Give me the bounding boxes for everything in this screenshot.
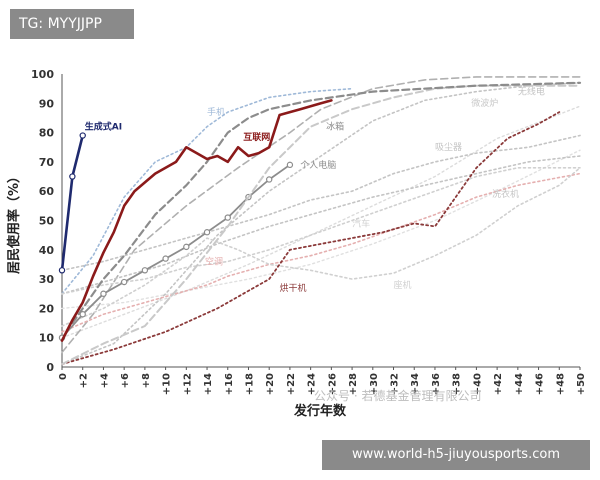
series-point [120, 278, 128, 286]
series-line-10 [61, 167, 581, 295]
series-point [79, 132, 86, 139]
x-tick-label: +22 [286, 373, 297, 395]
series-line-4 [71, 81, 582, 325]
x-axis-label: 发行年数 [293, 403, 347, 419]
series-line-0 [60, 134, 84, 272]
x-tick-label: +6 [120, 373, 131, 388]
y-tick-label: 80 [39, 127, 55, 140]
x-tick-label: 0 [58, 373, 69, 380]
x-tick-label: +48 [555, 373, 566, 395]
x-tick-label: +24 [307, 373, 318, 395]
series-label: 微波炉 [471, 97, 498, 109]
x-tick-label: +14 [203, 373, 214, 395]
x-tick-label: +36 [431, 373, 442, 395]
watermark-text: 公众号 · 若德基金管理有限公司 [314, 389, 482, 403]
series-label: 冰箱 [326, 121, 344, 133]
series-label: 吸尘器 [435, 142, 462, 153]
y-tick-label: 30 [39, 273, 55, 286]
series-line-unlabeled-6 [61, 76, 581, 354]
series-label: 无线电 [518, 86, 545, 98]
series-line-11 [61, 172, 581, 333]
x-tick-label: +18 [244, 373, 255, 395]
website-banner: www.world-h5-jiuyousports.com [322, 440, 590, 470]
y-tick-label: 10 [39, 332, 55, 345]
series-point [286, 161, 294, 169]
series-lines [58, 76, 582, 366]
series-label: 座机 [394, 279, 412, 291]
y-tick-label: 40 [39, 244, 55, 257]
series-line-13 [61, 167, 581, 327]
x-tick-label: +44 [514, 373, 525, 395]
series-point [69, 173, 76, 180]
x-tick-label: +16 [224, 373, 235, 395]
series-label: 生成式AI [85, 121, 122, 133]
y-tick-label: 20 [39, 302, 55, 315]
series-label: 洗衣机 [492, 188, 519, 200]
y-tick-label: 50 [39, 215, 55, 228]
x-tick-label: +46 [535, 373, 546, 395]
y-tick-label: 0 [46, 361, 54, 374]
tag-badge: TG: MYYJJPP [10, 9, 134, 39]
y-tick-label: 60 [39, 185, 55, 198]
x-tick-label: +12 [182, 373, 193, 395]
series-label: 个人电脑 [300, 159, 336, 171]
series-line-1 [60, 99, 333, 342]
plot-frame [61, 74, 580, 368]
series-point [100, 290, 107, 297]
y-tick-label: 90 [39, 97, 55, 110]
series-label: 烘干机 [280, 282, 307, 294]
x-tick-label: +8 [141, 373, 152, 388]
series-line-3 [61, 87, 353, 295]
x-tick-label: +2 [79, 373, 90, 388]
series-point [162, 255, 169, 262]
series-point [266, 176, 273, 183]
y-axis-title: 居民使用率（%） [6, 170, 22, 274]
y-tick-label: 70 [39, 156, 55, 169]
series-point [141, 267, 149, 274]
series-line-8 [61, 134, 581, 272]
x-tick-label: +38 [452, 373, 463, 395]
axis-ticks: 0 10 20 30 40 50 60 70 80 90 100 0 +2 +4 +6 +8 +10 +12 +14… [31, 68, 587, 395]
x-tick-label: +10 [162, 373, 173, 395]
x-tick-label: +42 [493, 373, 504, 395]
series-line-5 [61, 84, 581, 366]
series-line-7 [61, 82, 581, 365]
series-line-unlabeled-15 [61, 149, 581, 310]
x-tick-label: +28 [348, 373, 359, 395]
x-tick-label: +40 [472, 373, 483, 395]
series-line-12 [61, 111, 561, 366]
series-label: 互联网 [243, 131, 270, 143]
x-tick-label: +50 [576, 373, 587, 395]
series-label: 空调 [205, 255, 223, 267]
series-point [224, 214, 231, 221]
x-tick-label: +32 [390, 373, 401, 395]
series-line-2 [61, 163, 291, 339]
x-tick-label: +34 [410, 373, 421, 395]
x-tick-label: +26 [327, 373, 338, 395]
series-point [79, 311, 86, 318]
series-point [58, 267, 66, 274]
series-label: 手机 [207, 106, 225, 118]
x-tick-label: +4 [99, 373, 110, 388]
series-line-unlabeled-14 [61, 105, 581, 339]
y-axis-label: 居民使用率（%） [6, 170, 22, 274]
series-point [203, 229, 211, 236]
y-tick-label: 100 [31, 68, 54, 81]
series-point [183, 243, 190, 251]
x-tick-label: +20 [265, 373, 276, 395]
x-tick-label: +30 [369, 373, 380, 395]
series-label: 汽车 [352, 217, 370, 229]
